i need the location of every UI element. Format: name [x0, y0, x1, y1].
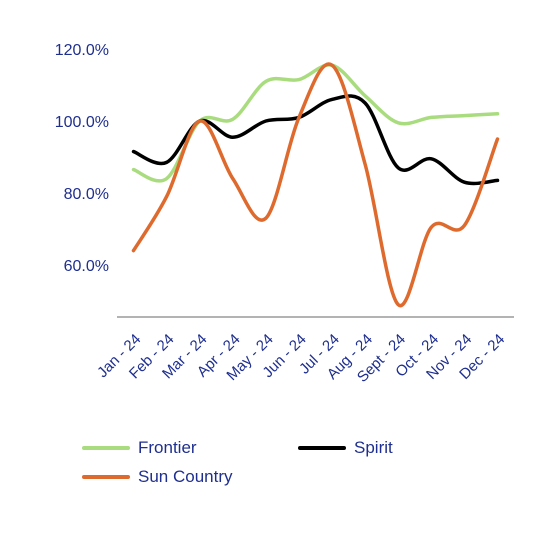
y-axis-ticks: 60.0% 80.0% 100.0% 120.0% — [55, 42, 109, 275]
y-tick-label: 120.0% — [55, 42, 109, 59]
y-tick-label: 60.0% — [64, 258, 109, 275]
series-line-sun-country — [131, 62, 500, 308]
y-tick-label: 80.0% — [64, 186, 109, 203]
y-tick-label: 100.0% — [55, 114, 109, 131]
series-lines — [131, 62, 500, 308]
